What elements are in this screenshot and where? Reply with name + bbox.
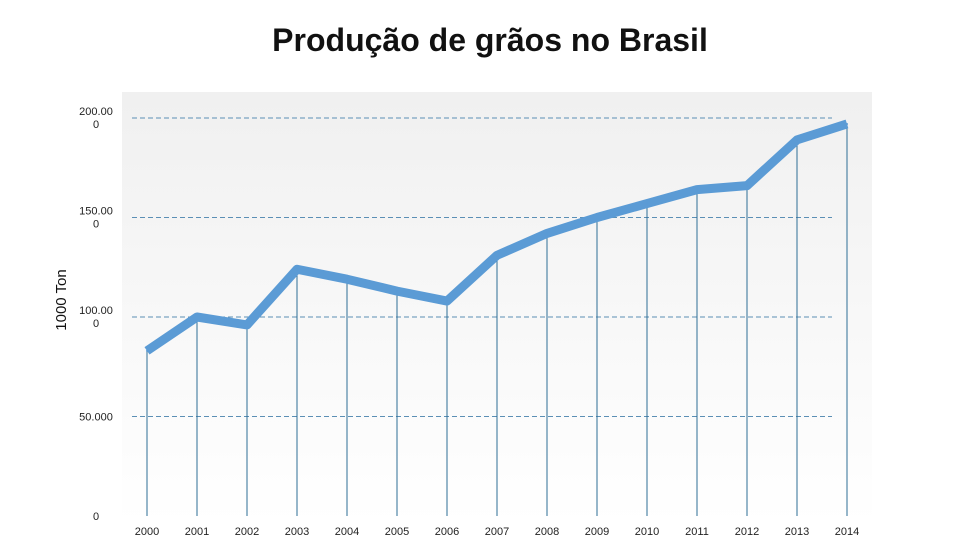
y-tick-label: 0 (93, 511, 99, 523)
y-tick-label-part: 0 (93, 119, 99, 131)
y-tick-label-part: 150.00 (79, 206, 113, 218)
data-point (396, 290, 398, 293)
x-tick-labels: 2000 2001 2002 2003 2004 2005 2006 2007 2008 2009… (135, 526, 859, 538)
y-tick-label-part: 50.000 (79, 412, 113, 424)
y-tick-label: 100.00 0 (79, 305, 113, 330)
y-tick-label-part: 200.00 (79, 106, 113, 118)
x-tick-label: 2004 (335, 526, 359, 538)
y-tick-label-part: 100.00 (79, 305, 113, 317)
x-tick-label: 2009 (585, 526, 609, 538)
series-layer (144, 119, 849, 355)
drop-lines (146, 123, 848, 516)
y-tick-label-part: 0 (93, 511, 99, 523)
y-axis-label: 1000 Ton (53, 269, 70, 330)
data-point (146, 349, 148, 352)
data-point (596, 216, 598, 219)
x-tick-label: 2005 (385, 526, 409, 538)
data-point (846, 122, 848, 125)
x-tick-label: 2001 (185, 526, 209, 538)
x-tick-label: 2013 (785, 526, 809, 538)
data-point (446, 300, 448, 303)
x-tick-label: 2003 (285, 526, 309, 538)
data-point (496, 254, 498, 257)
y-tick-label-part: 0 (93, 318, 99, 330)
data-point (296, 268, 298, 271)
y-tick-label: 50.000 (79, 412, 113, 424)
x-tick-label: 2011 (685, 526, 709, 538)
data-point (546, 232, 548, 235)
x-tick-label: 2010 (635, 526, 659, 538)
x-tick-label: 2012 (735, 526, 759, 538)
x-tick-label: 2014 (835, 526, 859, 538)
data-point (246, 323, 248, 326)
x-tick-label: 2002 (235, 526, 259, 538)
x-tick-label: 2008 (535, 526, 559, 538)
y-tick-label-part: 0 (93, 219, 99, 231)
chart-title: Produção de grãos no Brasil (272, 22, 708, 58)
data-point (796, 138, 798, 141)
x-tick-label: 2007 (485, 526, 509, 538)
data-point (696, 188, 698, 191)
data-point (346, 278, 348, 281)
y-tick-label: 200.00 0 (79, 106, 113, 131)
data-point (646, 202, 648, 205)
data-point (746, 184, 748, 187)
x-tick-label: 2000 (135, 526, 159, 538)
x-tick-label: 2006 (435, 526, 459, 538)
data-point (196, 316, 198, 318)
y-tick-label: 150.00 0 (79, 206, 113, 231)
